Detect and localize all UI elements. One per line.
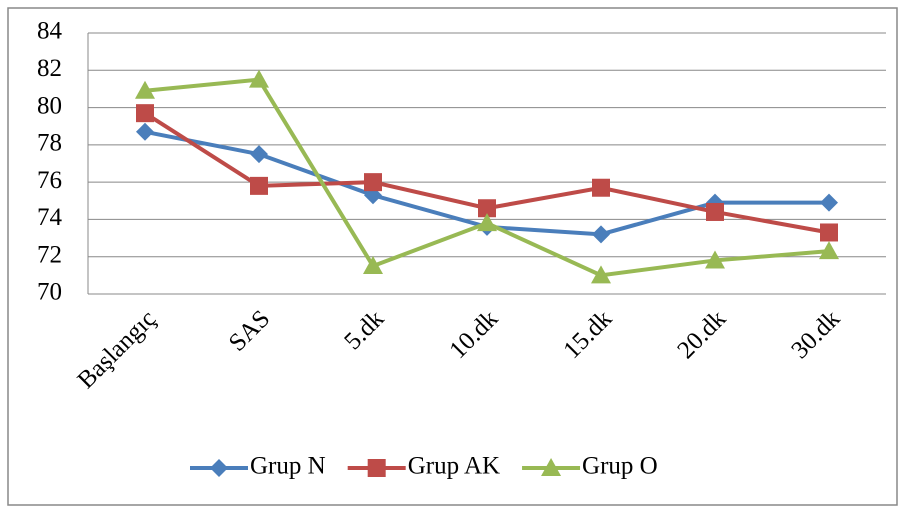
marker <box>541 458 562 476</box>
legend-label: Grup O <box>582 453 658 480</box>
marker <box>819 241 839 260</box>
marker <box>477 213 497 232</box>
y-tick-label: 80 <box>37 92 62 119</box>
marker <box>367 459 386 477</box>
marker <box>364 173 382 192</box>
marker <box>210 459 228 477</box>
marker <box>705 250 725 269</box>
marker <box>250 176 268 195</box>
marker <box>820 223 838 242</box>
marker <box>478 199 496 218</box>
y-tick-label: 78 <box>37 130 62 157</box>
y-tick-label: 72 <box>37 241 62 268</box>
legend-label: Grup N <box>250 453 326 480</box>
y-tick-label: 82 <box>37 55 62 82</box>
marker <box>592 178 610 197</box>
y-tick-label: 76 <box>37 167 62 194</box>
marker <box>591 265 611 284</box>
legend: Grup N Grup AK Grup O <box>190 453 658 480</box>
y-tick-label: 84 <box>37 18 63 45</box>
marker <box>249 69 269 88</box>
marker <box>363 256 383 275</box>
legend-label: Grup AK <box>408 453 500 480</box>
marker <box>592 225 610 244</box>
marker <box>706 202 724 221</box>
marker <box>136 104 154 123</box>
marker <box>820 193 838 212</box>
marker <box>136 122 154 141</box>
marker <box>135 80 155 99</box>
marker <box>250 145 268 164</box>
y-tick-label: 74 <box>37 204 63 231</box>
y-tick-label: 70 <box>37 279 62 306</box>
